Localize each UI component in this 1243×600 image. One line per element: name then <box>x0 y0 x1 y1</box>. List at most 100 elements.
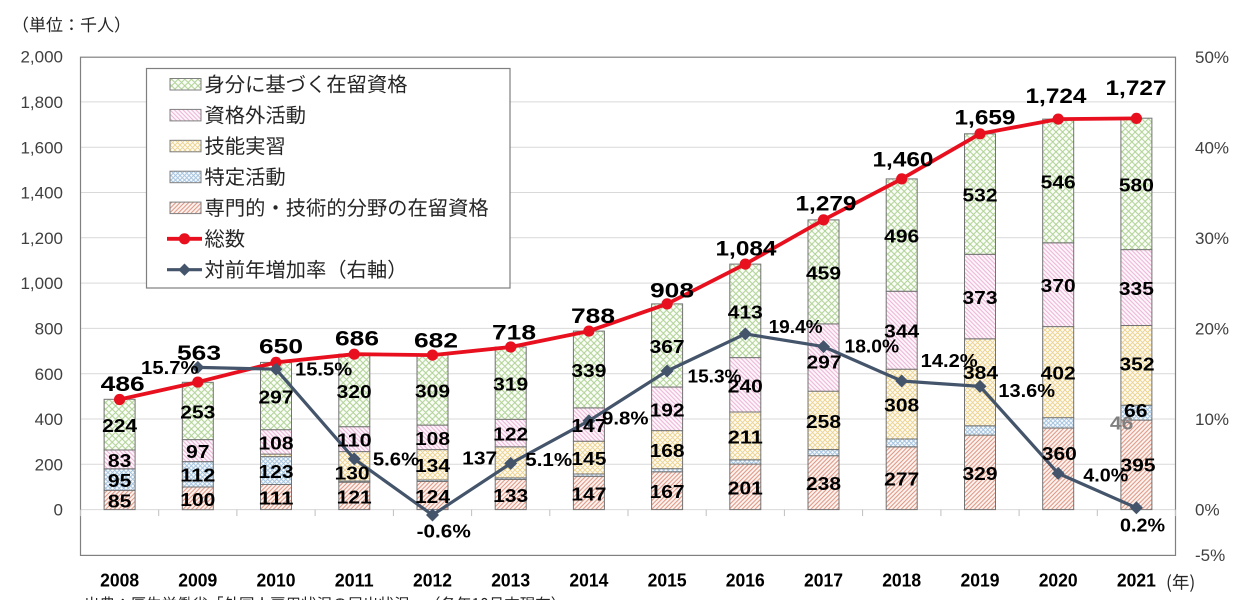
svg-text:335: 335 <box>1119 279 1154 299</box>
svg-text:2014: 2014 <box>569 571 608 591</box>
svg-text:167: 167 <box>650 482 685 502</box>
svg-text:240: 240 <box>728 376 763 396</box>
svg-text:1,659: 1,659 <box>955 107 1016 130</box>
svg-text:297: 297 <box>807 353 842 373</box>
svg-text:2013: 2013 <box>491 571 530 591</box>
svg-text:19.4%: 19.4% <box>769 317 823 337</box>
svg-text:147: 147 <box>571 416 606 436</box>
svg-text:2018: 2018 <box>882 571 921 591</box>
svg-text:9.8%: 9.8% <box>602 408 649 428</box>
svg-text:258: 258 <box>806 412 841 432</box>
svg-text:147: 147 <box>571 484 606 504</box>
svg-text:2020: 2020 <box>1039 571 1078 591</box>
svg-text:200: 200 <box>35 455 63 474</box>
svg-text:373: 373 <box>963 288 998 308</box>
svg-text:320: 320 <box>337 382 372 402</box>
svg-text:546: 546 <box>1041 172 1076 192</box>
svg-text:1,727: 1,727 <box>1106 77 1167 100</box>
svg-text:4.0%: 4.0% <box>1083 466 1128 486</box>
svg-text:112: 112 <box>180 466 215 486</box>
svg-text:134: 134 <box>415 456 450 476</box>
svg-text:137: 137 <box>462 448 497 468</box>
svg-text:2012: 2012 <box>413 571 452 591</box>
svg-text:211: 211 <box>728 427 763 447</box>
svg-text:18.0%: 18.0% <box>845 336 900 356</box>
svg-text:319: 319 <box>493 375 528 395</box>
svg-text:2017: 2017 <box>804 571 843 591</box>
svg-text:14.2%: 14.2% <box>921 351 978 371</box>
svg-text:108: 108 <box>259 433 294 453</box>
svg-text:2021: 2021 <box>1117 571 1156 591</box>
svg-text:459: 459 <box>806 263 841 283</box>
svg-text:2010: 2010 <box>257 571 296 591</box>
svg-text:224: 224 <box>102 416 137 436</box>
svg-text:1,460: 1,460 <box>873 149 934 172</box>
svg-text:0: 0 <box>54 501 63 520</box>
svg-text:486: 486 <box>101 373 145 396</box>
svg-text:238: 238 <box>806 474 841 494</box>
svg-text:15.3%: 15.3% <box>688 366 742 386</box>
svg-text:100: 100 <box>180 490 215 510</box>
svg-text:682: 682 <box>414 330 458 353</box>
svg-text:384: 384 <box>963 363 998 383</box>
svg-text:0%: 0% <box>1195 501 1220 520</box>
svg-text:122: 122 <box>493 425 528 445</box>
svg-text:297: 297 <box>259 388 294 408</box>
svg-text:15.5%: 15.5% <box>295 360 352 380</box>
svg-text:130: 130 <box>335 464 370 484</box>
svg-text:133: 133 <box>493 486 528 506</box>
svg-text:50%: 50% <box>1195 48 1229 67</box>
svg-text:1,400: 1,400 <box>20 184 63 203</box>
svg-text:400: 400 <box>35 410 63 429</box>
svg-text:83: 83 <box>108 451 132 471</box>
svg-text:1,600: 1,600 <box>20 138 63 157</box>
svg-text:2009: 2009 <box>178 571 217 591</box>
svg-text:329: 329 <box>963 464 998 484</box>
svg-text:2019: 2019 <box>961 571 1000 591</box>
svg-text:111: 111 <box>259 489 294 509</box>
svg-text:532: 532 <box>963 186 998 206</box>
svg-text:110: 110 <box>337 431 372 451</box>
svg-text:40%: 40% <box>1195 138 1229 157</box>
svg-text:718: 718 <box>492 322 536 345</box>
svg-text:2011: 2011 <box>335 571 374 591</box>
svg-text:66: 66 <box>1124 401 1148 421</box>
svg-text:309: 309 <box>415 382 450 402</box>
svg-text:339: 339 <box>571 361 606 381</box>
svg-text:2015: 2015 <box>648 571 687 591</box>
svg-text:908: 908 <box>650 280 694 303</box>
svg-text:5.6%: 5.6% <box>373 450 419 470</box>
svg-text:370: 370 <box>1041 276 1076 296</box>
svg-text:2,000: 2,000 <box>20 48 63 67</box>
svg-text:413: 413 <box>728 302 763 322</box>
svg-text:10%: 10% <box>1195 410 1229 429</box>
svg-text:30%: 30% <box>1195 229 1229 248</box>
svg-text:686: 686 <box>335 328 379 351</box>
svg-text:496: 496 <box>884 227 919 247</box>
svg-text:800: 800 <box>35 320 63 339</box>
svg-text:1,724: 1,724 <box>1026 85 1087 108</box>
svg-text:2008: 2008 <box>100 571 139 591</box>
svg-text:352: 352 <box>1120 355 1155 375</box>
svg-text:46: 46 <box>1110 414 1134 434</box>
svg-text:1,200: 1,200 <box>20 229 63 248</box>
svg-text:145: 145 <box>571 449 606 469</box>
svg-text:201: 201 <box>728 478 763 498</box>
svg-text:121: 121 <box>337 487 372 507</box>
svg-text:1,084: 1,084 <box>716 238 777 261</box>
svg-text:108: 108 <box>415 429 450 449</box>
svg-text:344: 344 <box>884 322 919 342</box>
svg-text:580: 580 <box>1119 175 1154 195</box>
svg-text:85: 85 <box>108 492 132 512</box>
svg-text:13.6%: 13.6% <box>998 381 1055 401</box>
svg-text:15.7%: 15.7% <box>141 358 199 378</box>
svg-text:97: 97 <box>186 442 210 462</box>
svg-text:367: 367 <box>650 337 685 357</box>
svg-text:360: 360 <box>1042 444 1077 464</box>
svg-text:1,800: 1,800 <box>20 93 63 112</box>
svg-text:0.2%: 0.2% <box>1120 516 1165 536</box>
svg-text:1,000: 1,000 <box>20 274 63 293</box>
svg-text:168: 168 <box>650 441 685 461</box>
svg-text:-5%: -5% <box>1195 546 1225 565</box>
svg-text:192: 192 <box>650 400 685 420</box>
